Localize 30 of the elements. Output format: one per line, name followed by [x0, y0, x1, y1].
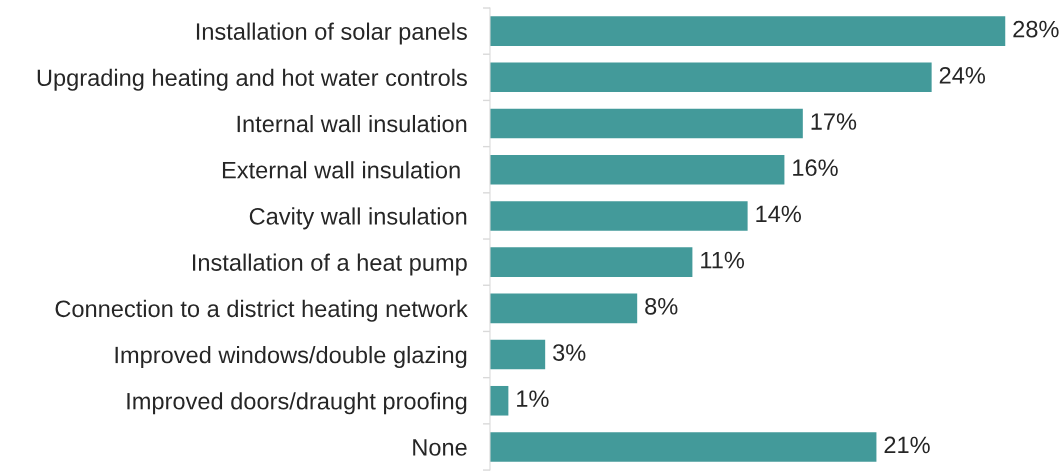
- y-tick-label: Improved windows/double glazing: [115, 345, 467, 368]
- y-tick-label: Installation of solar panels: [196, 22, 467, 45]
- bar: [489, 108, 803, 139]
- y-tick-label: Improved doors/draught proofing: [127, 392, 467, 415]
- data-label: 28%: [1013, 20, 1059, 38]
- data-label: 11%: [701, 251, 745, 269]
- y-tick-label: Cavity wall insulation: [249, 207, 467, 230]
- bar: [489, 16, 1006, 46]
- data-label: 1%: [517, 390, 549, 407]
- data-label: 8%: [645, 297, 678, 315]
- y-tick-label: Internal wall insulation: [237, 114, 467, 133]
- data-label: 16%: [793, 159, 838, 177]
- bar: [489, 385, 509, 416]
- y-tick-label: Installation of a heat pump: [192, 253, 467, 276]
- data-label: 17%: [811, 113, 857, 130]
- bar: [489, 201, 748, 231]
- data-label: 21%: [884, 436, 930, 454]
- bar: [489, 432, 877, 462]
- y-tick-label: Connection to a district heating network: [55, 299, 468, 322]
- data-label: 3%: [553, 344, 586, 361]
- y-tick-label: External wall insulation: [222, 161, 460, 179]
- bar: [489, 247, 693, 277]
- data-label: 14%: [756, 205, 801, 223]
- bar: [489, 62, 932, 93]
- data-label: 24%: [939, 66, 985, 84]
- y-tick-label: None: [413, 439, 467, 456]
- bar: [489, 154, 785, 185]
- bar: [489, 339, 546, 370]
- y-tick-label: Upgrading heating and hot water controls: [37, 68, 467, 91]
- bar: [489, 293, 638, 324]
